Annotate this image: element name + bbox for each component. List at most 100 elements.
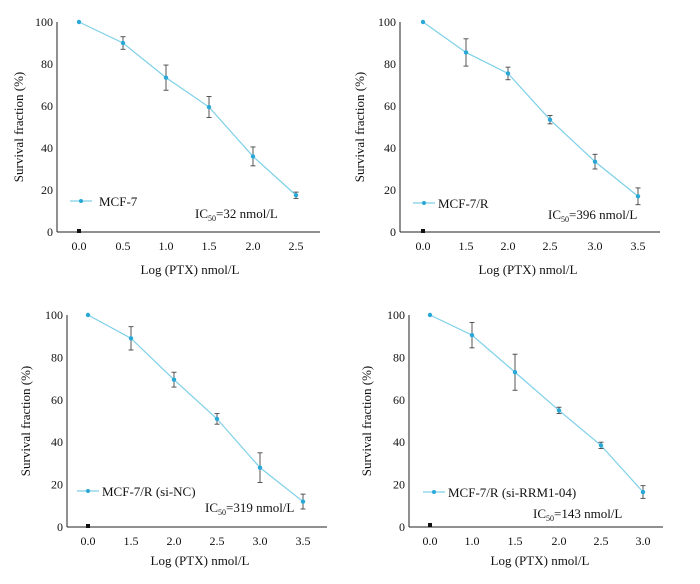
x-tick-label: 2.5: [594, 534, 609, 548]
legend: MCF-7/R (si-NC): [77, 484, 196, 499]
legend-marker: [422, 201, 426, 205]
y-tick-label: 100: [45, 308, 63, 322]
legend-marker: [86, 489, 90, 493]
data-point: [556, 408, 562, 413]
x-tick-label: 2.0: [552, 534, 567, 548]
y-tick-label: 0: [47, 225, 53, 239]
ic50-value: =143 nmol/L: [554, 506, 622, 521]
data-point: [427, 312, 433, 318]
legend-label: MCF-7/R: [438, 196, 489, 211]
ic50-value: =32 nmol/L: [216, 206, 278, 221]
ic50-subscript: 50: [218, 508, 226, 517]
x-tick-label: 1.0: [465, 534, 480, 548]
series-line: [87, 314, 304, 503]
x-tick-label: 2.5: [289, 239, 304, 253]
chart-panel-mcf7: 0 20 40 60 80 100 0.0 0.5 1.0 1.5 2.0 2.5 Survival…: [11, 15, 320, 277]
ic50-value: =319 nmol/L: [226, 500, 294, 515]
ic50-subscript: 50: [208, 214, 216, 223]
y-tick-label: 60: [51, 393, 63, 407]
ic50-label: IC50=396 nmol/L: [548, 207, 637, 224]
data-point: [163, 75, 169, 80]
y-tick-label: 60: [384, 99, 396, 113]
y-tick-label: 60: [393, 393, 405, 407]
x-tick-label: 2.0: [246, 239, 261, 253]
x-tick-label: 0.0: [423, 534, 438, 548]
x-tick-label: 1.0: [159, 239, 174, 253]
y-tick-label: 40: [384, 141, 396, 155]
origin-marker: [421, 229, 425, 233]
x-axis-label: Log (PTX) nmol/L: [491, 553, 590, 568]
data-point: [300, 499, 306, 504]
x-tick-label: 0.5: [116, 239, 131, 253]
ic50-value: =396 nmol/L: [569, 207, 637, 222]
chart-panel-mcf7r: 0 20 40 60 80 100 0.0 1.5 2.0 2.5 3.0 3.5 Survival…: [352, 15, 660, 277]
data-point: [469, 332, 475, 338]
chart-panel-si-nc: 0 20 40 60 80 100 0.0 1.5 2.0 2.5 3.0 3.5 Survival…: [18, 308, 327, 568]
x-axis-label: Log (PTX) nmol/L: [479, 262, 578, 277]
origin-marker: [77, 229, 81, 233]
y-tick-label: 0: [57, 520, 63, 534]
data-point: [592, 159, 598, 164]
x-tick-label: 3.5: [631, 239, 646, 253]
data-point: [598, 443, 604, 448]
y-tick-label: 0: [399, 520, 405, 534]
x-tick-label: 2.0: [501, 239, 516, 253]
legend: MCF-7: [70, 194, 138, 209]
x-tick-labels: 0.0 0.5 1.0 1.5 2.0 2.5: [72, 239, 304, 253]
y-axis-label: Survival fraction (%): [352, 72, 367, 182]
y-axis-label: Survival fraction (%): [18, 366, 33, 476]
y-tick-label: 40: [393, 435, 405, 449]
x-tick-label: 1.5: [124, 534, 139, 548]
y-tick-label: 100: [35, 15, 53, 29]
y-tick-label: 20: [41, 183, 53, 197]
series-line: [78, 21, 297, 196]
ic50-label: IC50=319 nmol/L: [205, 500, 294, 517]
y-tick-label: 20: [51, 478, 63, 492]
y-tick-label: 80: [51, 350, 63, 364]
x-tick-label: 1.5: [202, 239, 217, 253]
data-point: [293, 193, 299, 198]
ic50-label: IC50=32 nmol/L: [195, 206, 278, 223]
data-point: [512, 370, 518, 375]
x-tick-labels: 0.0 1.5 2.0 2.5 3.0 3.5: [416, 239, 646, 253]
y-axis-label: Survival fraction (%): [11, 72, 26, 182]
legend-label: MCF-7/R (si-NC): [102, 484, 196, 499]
x-tick-label: 1.5: [459, 239, 474, 253]
y-tick-label: 80: [41, 57, 53, 71]
x-axis-label: Log (PTX) nmol/L: [151, 553, 250, 568]
data-point: [250, 154, 256, 159]
chart-panel-si-rrm1: 0 20 40 60 80 100 0.0 1.0 1.5 2.0 2.5 3.0 Survival…: [359, 308, 663, 568]
series-mcf7: [76, 19, 299, 199]
x-tick-label: 0.0: [72, 239, 87, 253]
x-axis-label: Log (PTX) nmol/L: [141, 262, 240, 277]
series-line: [422, 21, 639, 197]
x-tick-label: 1.5: [508, 534, 523, 548]
data-point: [257, 465, 263, 470]
y-tick-label: 0: [390, 225, 396, 239]
x-tick-label: 2.0: [167, 534, 182, 548]
x-tick-labels: 0.0 1.0 1.5 2.0 2.5 3.0: [423, 534, 651, 548]
legend-marker: [79, 199, 83, 203]
series-line: [429, 314, 644, 493]
series-si-rrm1: [427, 312, 646, 499]
data-point: [547, 117, 553, 122]
ic50-prefix: IC: [548, 207, 561, 222]
y-tick-label: 60: [41, 99, 53, 113]
data-point: [214, 416, 220, 422]
legend-label: MCF-7/R (si-RRM1-04): [448, 485, 576, 500]
data-point: [505, 71, 511, 76]
x-tick-label: 2.5: [210, 534, 225, 548]
ic50-subscript: 50: [561, 215, 569, 224]
y-tick-label: 40: [41, 141, 53, 155]
legend: MCF-7/R: [413, 196, 489, 211]
legend-label: MCF-7: [99, 194, 138, 209]
ic50-prefix: IC: [533, 506, 546, 521]
x-tick-label: 3.0: [588, 239, 603, 253]
data-point: [420, 19, 426, 25]
x-tick-label: 0.0: [416, 239, 431, 253]
y-tick-labels: 0 20 40 60 80 100: [378, 15, 396, 239]
y-axis-label: Survival fraction (%): [359, 366, 374, 476]
ic50-label: IC50=143 nmol/L: [533, 506, 622, 523]
y-tick-label: 20: [393, 478, 405, 492]
